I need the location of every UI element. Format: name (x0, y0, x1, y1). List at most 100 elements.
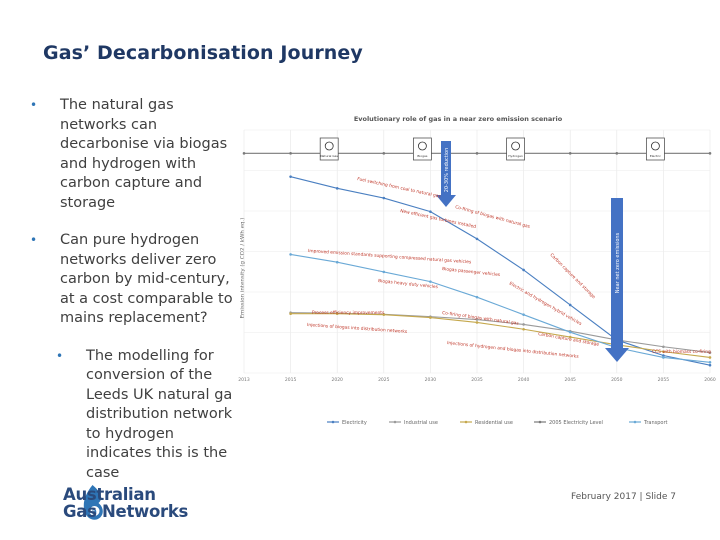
arrow-label: 20-30% reduction (444, 148, 450, 193)
fuel-icons: Natural Gas Biogas Hydrogen Electric (319, 137, 665, 161)
series-point (475, 152, 479, 155)
bullet-item: • Can pure hydrogen networks deliver zer… (30, 231, 242, 329)
x-tick-label: 2030 (425, 377, 437, 383)
series-point (475, 237, 479, 241)
arrow-label: Near net zero emissions (615, 232, 621, 293)
chart-background (232, 108, 720, 438)
flame-core-icon (89, 506, 100, 516)
bullet-dot-icon: • (30, 98, 38, 112)
series-point (382, 152, 386, 155)
arrow-head (436, 195, 456, 207)
chart-annotation: Process efficiency improvements (312, 310, 385, 316)
x-tick-label: 2055 (658, 377, 670, 383)
series-point (568, 335, 572, 339)
x-tick-label: 2060 (704, 377, 716, 383)
legend-swatch-point (538, 420, 542, 424)
series-point (568, 303, 572, 307)
chart-grid (243, 129, 711, 374)
series-point (708, 152, 712, 155)
x-tick-label: 2020 (331, 377, 343, 383)
bullet-text: Can pure hydrogen networks deliver zero … (60, 232, 233, 326)
series-point (289, 175, 292, 178)
x-tick-label: 2013 (238, 377, 250, 383)
logo-line-2: Gas Networks (63, 502, 189, 521)
sub-bullet-text: The modelling for conversion of the Leed… (86, 347, 240, 481)
legend-label: Transport (643, 420, 668, 426)
series-point (615, 152, 619, 155)
legend-swatch-point (464, 420, 468, 424)
series-point (382, 313, 386, 316)
x-axis-ticks: 2013 2015 2020 2025 2030 2035 2040 2045 2050 2055… (238, 377, 716, 383)
series-line (290, 253, 711, 363)
series-point (662, 345, 665, 349)
legend-label: Electricity (342, 420, 367, 426)
fuel-icon-symbol (511, 141, 521, 151)
emission-chart: Evolutionary role of gas in a near zero … (232, 108, 720, 438)
bullet-item: • The natural gas networks can decarboni… (30, 96, 242, 213)
series-point (662, 350, 665, 353)
series-point (708, 361, 712, 364)
series-point (568, 330, 572, 334)
series-point (522, 327, 525, 331)
legend-swatch-point (331, 420, 335, 424)
x-tick-label: 2050 (611, 377, 623, 383)
bullet-dot-icon: • (56, 348, 64, 363)
bullet-dot-icon: • (30, 233, 38, 247)
legend-label: 2005 Electricity Level (549, 420, 603, 426)
series-point (429, 280, 432, 283)
x-tick-label: 2025 (378, 377, 390, 383)
reduction-arrow-1: 20-30% reduction (436, 141, 456, 207)
series-point (382, 196, 386, 200)
legend-label: Residential use (475, 420, 513, 426)
series-point (429, 316, 432, 319)
series-point (522, 268, 525, 272)
fuel-icon-box (412, 137, 432, 161)
series-point (289, 312, 292, 316)
fuel-icon-label: Biogas (417, 154, 427, 158)
chart-annotation: CCS with biomass co-firing (652, 349, 711, 355)
reduction-arrow-2: Near net zero emissions (605, 198, 629, 362)
fuel-icon-label: Electric (650, 154, 661, 158)
legend-swatch-point (633, 420, 637, 424)
chart-title: Evolutionary role of gas in a near zero … (354, 115, 563, 123)
series-point (475, 295, 479, 299)
x-tick-label: 2045 (564, 377, 576, 383)
x-tick-label: 2015 (285, 377, 297, 383)
series-point (289, 152, 292, 155)
series-point (662, 356, 665, 359)
fuel-icon-symbol (417, 141, 427, 151)
bullet-list: • The natural gas networks can decarboni… (30, 96, 242, 501)
arrow-shaft (441, 141, 451, 195)
legend-label: Industrial use (404, 420, 438, 426)
logo-mark-letter: a (92, 507, 97, 516)
logo-text: Australian Gas Networks (63, 486, 188, 520)
sub-bullet-item: • The modelling for conversion of the Le… (30, 347, 242, 484)
series-point (708, 351, 712, 354)
series-point (335, 312, 339, 316)
legend-swatch-point (393, 420, 397, 424)
y-axis-label: Emission intensity (g CO2 / kWh eq.) (240, 218, 246, 319)
series-point (662, 354, 665, 357)
fuel-icon-symbol (650, 141, 660, 151)
series-point (708, 363, 712, 367)
series-point (382, 270, 386, 274)
series-point (475, 318, 479, 321)
page-title: Gas’ Decarbonisation Journey (43, 42, 363, 64)
x-tick-label: 2040 (518, 377, 530, 383)
series-line (290, 313, 711, 358)
fuel-icon-label: Hydrogen (508, 154, 523, 158)
series-point (708, 356, 712, 359)
logo-line-1: Australian (63, 485, 156, 504)
arrow-shaft (611, 198, 623, 348)
series-point (335, 187, 339, 190)
series-point (289, 253, 292, 256)
company-logo: a (83, 485, 103, 520)
fuel-icon-box (506, 137, 526, 161)
series-point (475, 321, 479, 324)
fuel-icon-symbol (324, 141, 334, 151)
fuel-icon-box (319, 137, 339, 161)
series-point (335, 260, 339, 264)
arrow-head (605, 348, 629, 362)
series-point (568, 152, 572, 155)
series-point (429, 210, 432, 213)
